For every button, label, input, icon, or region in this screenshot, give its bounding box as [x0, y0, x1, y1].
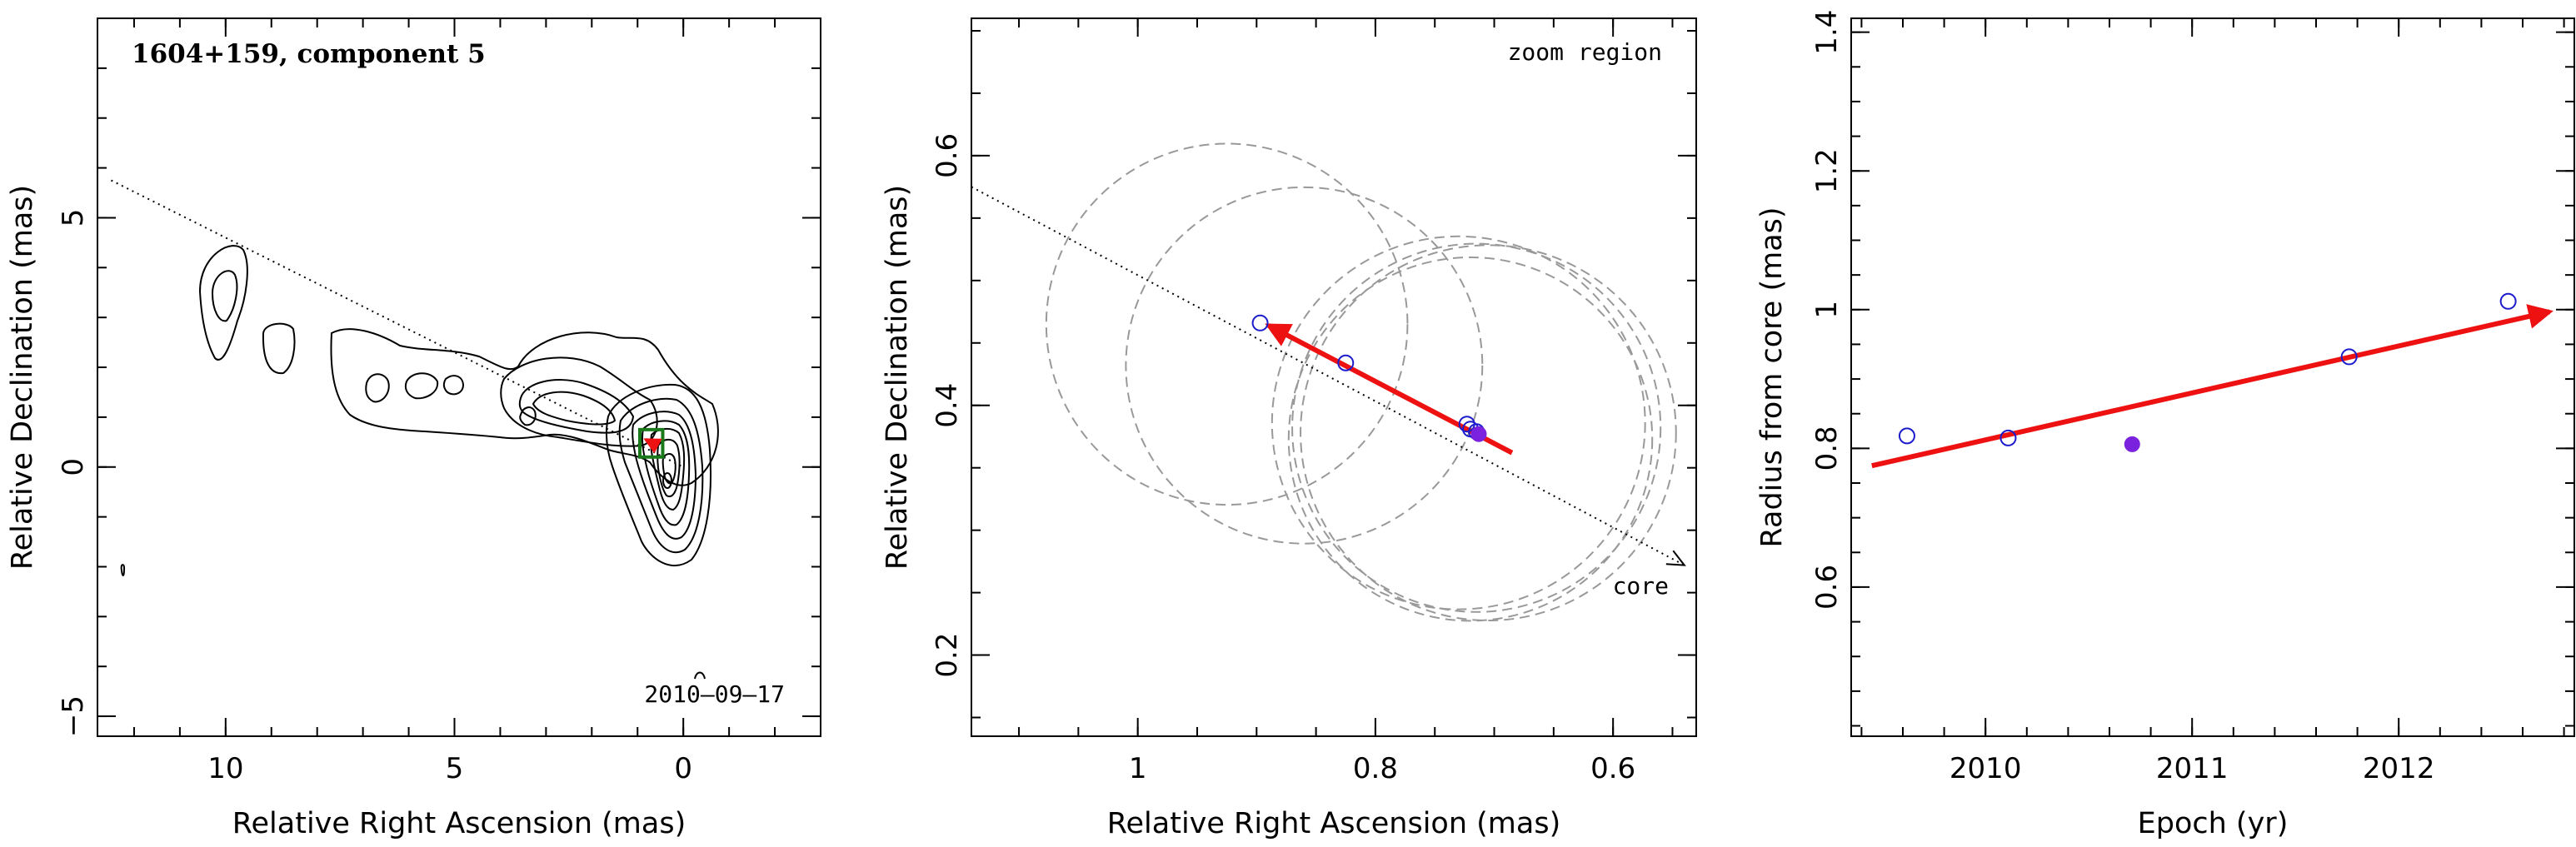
radius-open-point [2499, 292, 2517, 310]
position-open-point [1251, 314, 1269, 331]
contour-jet-inner [365, 356, 658, 447]
x-axis-3: 2010 2011 2012 [1860, 18, 2565, 785]
component-circle [1271, 235, 1646, 610]
component-circle [1291, 242, 1662, 613]
component-size-circles [1045, 142, 1677, 622]
radius-filled-point [2124, 436, 2140, 452]
y-tick-label: 0.4 [931, 383, 964, 428]
x-tick-label: 2012 [2363, 752, 2435, 785]
y-axis-title-1: Relative Declination (mas) [6, 185, 39, 570]
position-filled-point [1470, 426, 1487, 442]
radius-open-point [1999, 429, 2017, 446]
y-axis-title-2: Relative Declination (mas) [881, 185, 914, 570]
panel-contour-map: 10 5 0 −5 0 5 1604+159, component 5 2010–09–… [6, 17, 821, 840]
x-axis-title-1: Relative Right Ascension (mas) [232, 807, 686, 840]
x-tick-label: 5 [446, 752, 464, 785]
x-tick-label: 2010 [1949, 752, 2022, 785]
x-axis-title-3: Epoch (yr) [2138, 807, 2289, 840]
y-tick-label: 0.2 [931, 633, 964, 678]
y-tick-label: 0.6 [1810, 565, 1844, 610]
jet-axis-arrowhead-2 [1665, 550, 1686, 566]
radius-filled-points [2124, 436, 2140, 452]
component-circle [1300, 244, 1677, 622]
component-box [638, 427, 665, 459]
x-axis-2: 1 0.8 0.6 [1018, 18, 1674, 785]
positions-filled [1470, 426, 1487, 442]
panel-title-2: zoom region [1508, 38, 1662, 66]
component-circle [1045, 142, 1409, 506]
jet-axis-line-2 [971, 186, 1685, 566]
panel-radius-epoch: 2010 2011 2012 0.6 0.8 1 1.2 1.4 Epoch (yr) Ra… [1755, 10, 2575, 840]
plot-frame-1 [97, 17, 821, 737]
contour-lobe-west-1 [198, 245, 248, 361]
panel-title-1: 1604+159, component 5 [132, 39, 486, 69]
y-tick-label: 0.8 [1810, 426, 1844, 471]
y-axis-3: 0.6 0.8 1 1.2 1.4 [1810, 10, 2574, 727]
y-axis-1: −5 0 5 [57, 17, 821, 737]
panel-zoom-region: 1 0.8 0.6 0.2 0.4 0.6 zoom region core Relat… [881, 17, 1697, 840]
x-tick-label: 0.8 [1353, 752, 1398, 785]
x-axis-title-2: Relative Right Ascension (mas) [1107, 807, 1560, 840]
core-label: core [1613, 572, 1669, 600]
x-tick-label: 2011 [2156, 752, 2229, 785]
position-open-point [1337, 354, 1355, 371]
radius-open-points [1898, 292, 2517, 446]
y-axis-title-3: Radius from core (mas) [1755, 207, 1789, 547]
y-tick-label: 0.6 [931, 133, 964, 178]
component-velocity-arrow-small [643, 438, 662, 454]
contour-core [605, 383, 712, 566]
epoch-label: 2010–09–17 [644, 680, 785, 708]
radius-open-point [1898, 427, 1915, 445]
fit-arrow [1871, 304, 2554, 469]
y-tick-label: −5 [57, 695, 90, 737]
contour-noise [120, 564, 706, 680]
x-tick-label: 0.6 [1590, 752, 1635, 785]
plot-frame-3 [1850, 17, 2575, 737]
contour-lobe-west-2 [262, 322, 296, 375]
x-tick-label: 0 [674, 752, 692, 785]
y-tick-label: 1.2 [1810, 148, 1844, 193]
plot-frame-2 [971, 17, 1697, 737]
y-tick-label: 5 [57, 209, 90, 227]
x-tick-label: 1 [1129, 752, 1147, 785]
y-tick-label: 1 [1810, 301, 1844, 319]
component-circle [1125, 186, 1484, 545]
component-circle [1287, 256, 1654, 622]
y-axis-2: 0.2 0.4 0.6 [931, 29, 1696, 719]
contour-jet-outer [330, 328, 719, 486]
x-axis-1: 10 5 0 [132, 18, 821, 785]
radius-open-point [2340, 348, 2358, 366]
y-tick-label: 0 [57, 458, 90, 476]
y-tick-label: 1.4 [1810, 10, 1844, 55]
x-tick-label: 10 [207, 752, 243, 785]
